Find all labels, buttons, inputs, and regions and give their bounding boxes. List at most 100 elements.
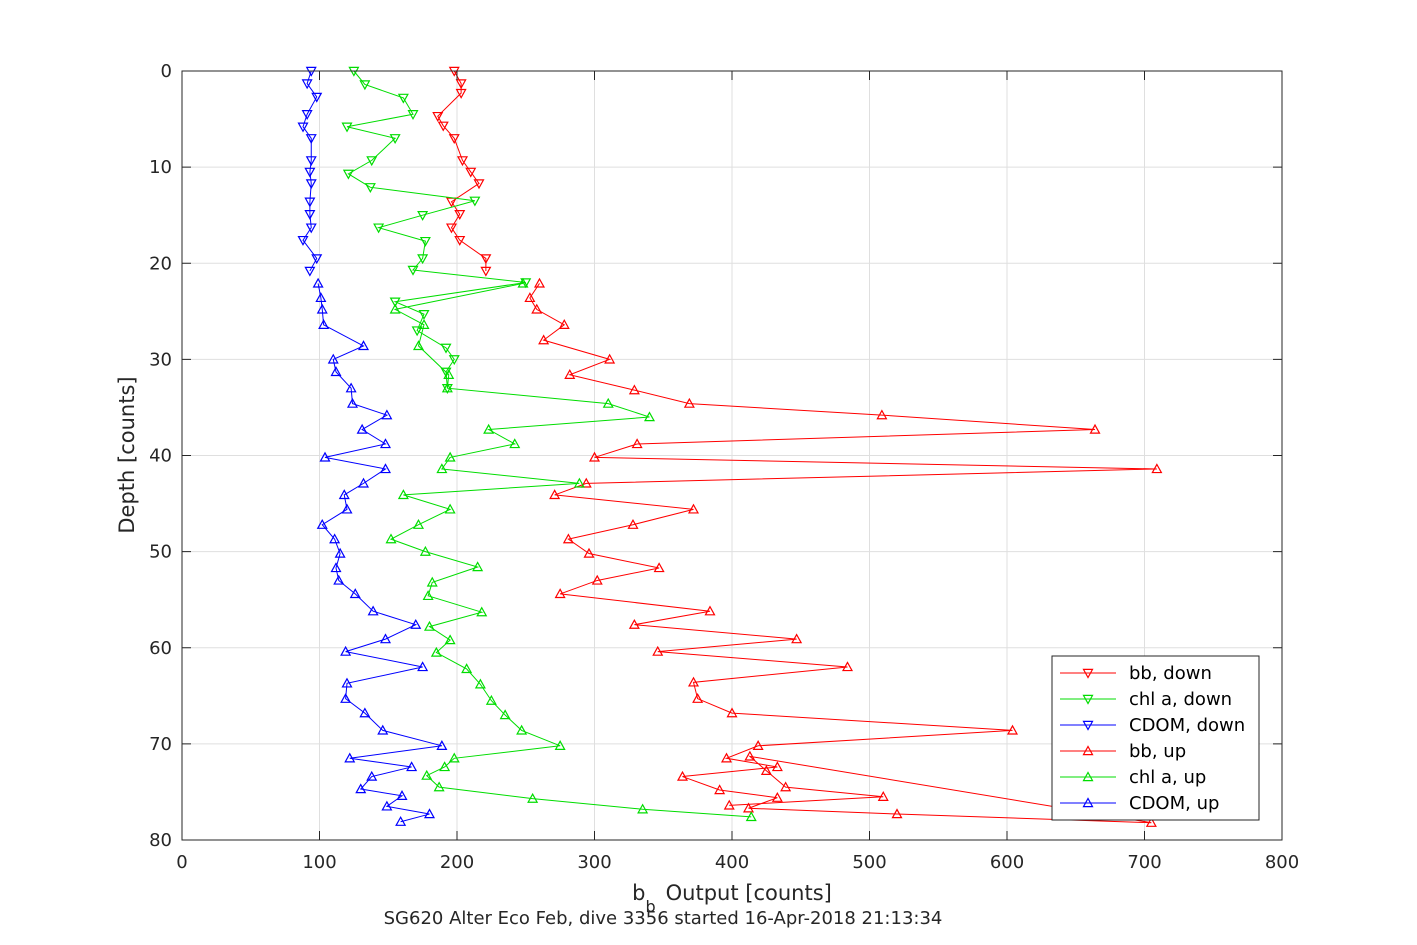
data-point <box>305 179 317 190</box>
data-point <box>304 210 316 220</box>
data-point <box>367 605 379 616</box>
data-point <box>841 661 854 672</box>
data-point <box>341 122 353 133</box>
data-point <box>517 277 529 288</box>
series-line <box>346 70 526 389</box>
data-point <box>476 606 488 617</box>
data-point <box>422 590 434 601</box>
data-point <box>366 770 378 781</box>
x-tick-label: 800 <box>1265 852 1299 873</box>
data-point <box>346 397 359 408</box>
data-point <box>554 740 566 750</box>
data-point <box>318 319 330 329</box>
data-point <box>305 134 317 145</box>
data-point <box>406 761 418 772</box>
data-point <box>469 196 481 207</box>
data-point <box>524 292 536 303</box>
x-axis-label-text: Output [counts] <box>666 881 832 905</box>
data-point <box>791 633 803 644</box>
legend-label: CDOM, up <box>1129 793 1219 814</box>
legend-item: CDOM, up <box>1060 793 1219 814</box>
series-bb-up <box>524 277 1163 827</box>
data-point <box>421 769 433 780</box>
data-point <box>714 784 726 795</box>
data-point <box>1006 724 1019 735</box>
data-point <box>687 503 700 514</box>
data-point <box>411 326 423 337</box>
data-point <box>437 121 449 132</box>
chart-subtitle: SG620 Alter Eco Feb, dive 3356 started 1… <box>384 908 943 929</box>
data-point <box>533 277 546 288</box>
data-point <box>412 518 425 529</box>
series-line <box>389 282 752 818</box>
data-point <box>631 438 643 449</box>
data-point <box>329 533 341 544</box>
data-point <box>330 366 342 377</box>
data-point <box>440 343 452 354</box>
series-cdom-up <box>312 277 448 826</box>
data-point <box>315 292 327 303</box>
series-line <box>529 283 1157 824</box>
data-point <box>692 692 704 703</box>
data-point <box>432 111 444 122</box>
legend: bb, down chl a, down CDOM, down bb, up chl a… <box>1051 655 1260 821</box>
data-point <box>726 707 738 718</box>
legend-marker <box>1082 668 1094 679</box>
series-chl-a-down <box>341 66 532 394</box>
data-point <box>1145 816 1157 827</box>
data-point <box>538 334 550 345</box>
legend-label: chl a, up <box>1129 767 1206 788</box>
data-point <box>381 800 393 811</box>
series-layer <box>297 66 1163 827</box>
data-point <box>520 278 532 289</box>
x-tick-label: 200 <box>440 852 474 873</box>
data-point <box>436 463 448 474</box>
legend-marker <box>1082 720 1094 731</box>
data-point <box>771 761 783 772</box>
data-point <box>379 438 392 449</box>
data-point <box>407 110 419 120</box>
data-point <box>752 740 764 750</box>
data-point <box>1089 423 1101 434</box>
data-point <box>301 79 313 90</box>
data-point <box>304 266 316 277</box>
data-point <box>720 752 733 763</box>
data-point <box>418 309 430 320</box>
data-point <box>683 397 695 408</box>
data-point <box>760 765 772 775</box>
data-point <box>419 236 431 247</box>
data-point <box>472 561 484 572</box>
x-tick-label: 300 <box>577 852 611 873</box>
data-point <box>417 254 429 265</box>
data-point <box>448 134 460 145</box>
data-point <box>359 707 371 718</box>
data-point <box>316 518 328 529</box>
data-point <box>443 369 455 379</box>
x-tick-label: 700 <box>1127 852 1161 873</box>
series-chl-a-up <box>385 277 757 822</box>
data-point <box>340 645 352 656</box>
data-point <box>341 503 353 514</box>
data-point <box>474 678 486 689</box>
data-point <box>445 223 458 234</box>
data-point <box>744 750 756 761</box>
data-point <box>344 752 356 763</box>
x-tick-label: 400 <box>715 852 749 873</box>
data-point <box>480 254 492 265</box>
data-point <box>395 816 407 826</box>
data-point <box>311 92 323 103</box>
data-point <box>637 803 649 814</box>
data-point <box>385 533 397 544</box>
data-point <box>439 761 451 772</box>
legend-marker <box>1082 771 1094 782</box>
data-point <box>461 663 473 674</box>
data-point <box>418 319 430 329</box>
data-point <box>397 93 409 104</box>
data-point <box>379 463 392 474</box>
data-point <box>327 353 339 364</box>
data-point <box>531 303 543 314</box>
data-point <box>527 792 539 803</box>
data-point <box>356 423 368 434</box>
data-point <box>389 303 401 314</box>
